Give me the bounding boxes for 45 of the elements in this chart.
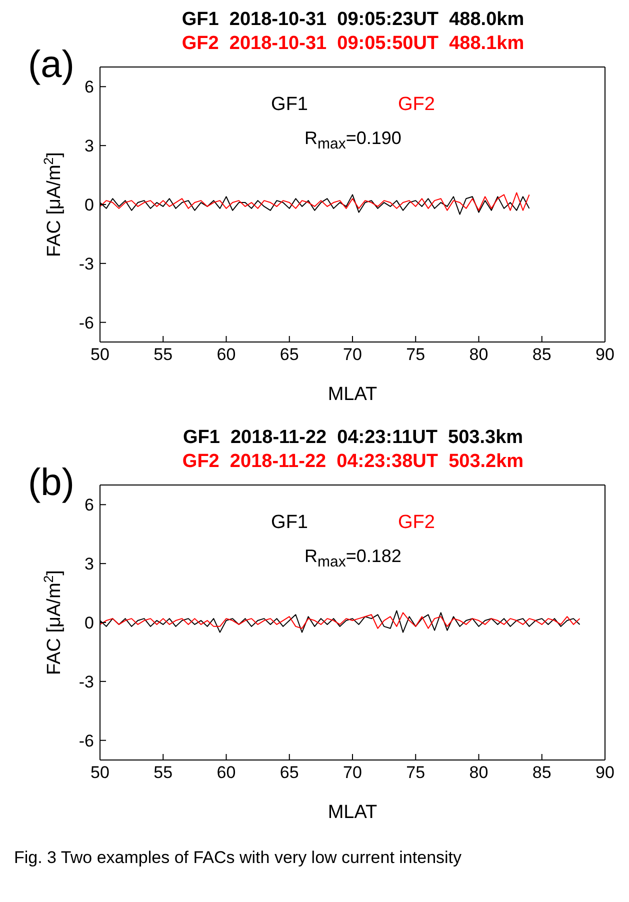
y-tick-label: 3 [84, 136, 94, 156]
y-tick-label: 6 [84, 78, 94, 97]
y-tick-label: 3 [84, 554, 94, 574]
x-tick-label: 65 [280, 345, 299, 364]
chart-title: GF1 2018-10-31 09:05:23UT 488.0km [180, 8, 526, 32]
x-tick-label: 60 [216, 763, 236, 782]
y-tick-label: -3 [78, 254, 94, 274]
x-tick-label: 50 [90, 345, 110, 364]
y-tick-label: 0 [84, 614, 94, 633]
x-tick-label: 90 [596, 345, 614, 364]
text: (a) [28, 44, 74, 87]
text: GF1 [271, 94, 308, 116]
text: (b) [28, 462, 74, 505]
annotation: R$_{max}$=0.190 [304, 128, 402, 153]
x-tick-label: 55 [154, 763, 173, 782]
y-tick-label: 6 [84, 496, 94, 515]
line-series [100, 192, 530, 211]
annotation: R$_{max}$=0.182 [304, 546, 402, 571]
text: GF1 [271, 512, 308, 534]
x-tick-label: 55 [154, 345, 173, 364]
text: GF2 [398, 94, 435, 116]
line-series [100, 612, 580, 629]
x-tick-label: 70 [343, 763, 362, 782]
x-tick-label: 85 [532, 345, 552, 364]
x-tick-label: 90 [596, 763, 614, 782]
x-tick-label: 50 [90, 763, 110, 782]
chart-subtitle: GF2 2018-11-22 04:23:38UT 503.2km [181, 450, 525, 474]
x-tick-label: 60 [216, 345, 236, 364]
y-tick-label: -6 [78, 731, 94, 750]
text: GF2 [398, 512, 435, 534]
x-tick-label: 75 [406, 763, 426, 782]
y-tick-label: 0 [84, 196, 94, 215]
x-tick-label: 65 [280, 763, 299, 782]
y-tick-label: -6 [78, 313, 94, 332]
chart-title: GF1 2018-11-22 04:23:11UT 503.3km [182, 426, 524, 450]
caption: Fig. 3 Two examples of FACs with very low current intensity [13, 848, 463, 868]
x-tick-label: 70 [343, 345, 362, 364]
x-tick-label: 80 [469, 345, 488, 364]
chart-subtitle: GF2 2018-10-31 09:05:50UT 488.1km [180, 32, 526, 56]
x-axis-title: MLAT [328, 384, 378, 405]
x-axis-title: MLAT [328, 802, 378, 823]
x-tick-label: 75 [406, 345, 426, 364]
x-tick-label: 85 [532, 763, 552, 782]
y-tick-label: -3 [78, 672, 94, 692]
x-tick-label: 80 [469, 763, 488, 782]
